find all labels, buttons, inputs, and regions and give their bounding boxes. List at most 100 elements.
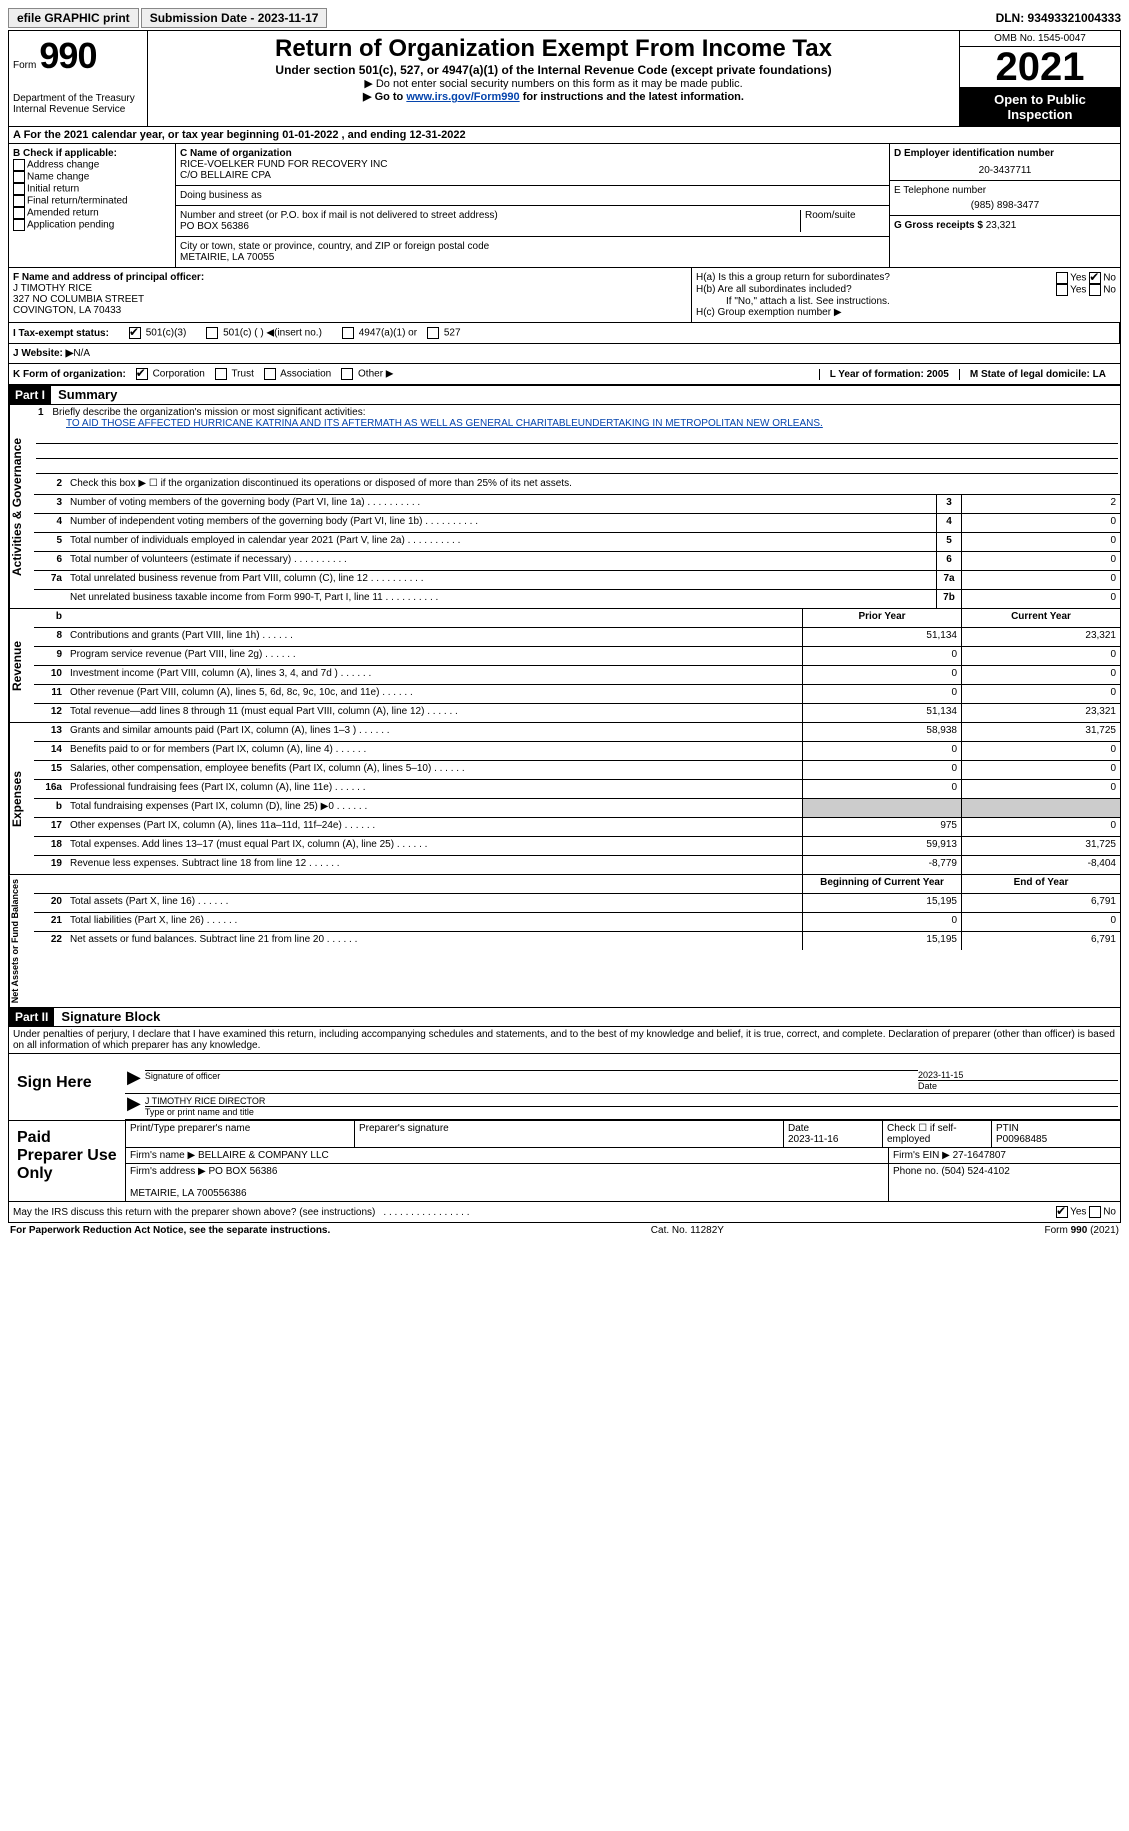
firm-phone: Phone no. (504) 524-4102 (889, 1164, 1120, 1201)
table-row: 6 Total number of volunteers (estimate i… (34, 552, 1120, 571)
line2: Check this box ▶ ☐ if the organization d… (68, 476, 1120, 494)
footer-mid: Cat. No. 11282Y (651, 1225, 724, 1236)
governance-section: Activities & Governance 1 Briefly descri… (9, 405, 1120, 608)
table-row: 7a Total unrelated business revenue from… (34, 571, 1120, 590)
sign-block: Sign Here ▶ Signature of officer 2023-11… (9, 1054, 1120, 1121)
footer-left: For Paperwork Reduction Act Notice, see … (10, 1225, 330, 1236)
form-header: Form 990 Department of the Treasury Inte… (9, 31, 1120, 127)
table-row: 22 Net assets or fund balances. Subtract… (34, 932, 1120, 950)
table-row: 18 Total expenses. Add lines 13–17 (must… (34, 837, 1120, 856)
table-row: 20 Total assets (Part X, line 16) . . . … (34, 894, 1120, 913)
prep-name-label: Print/Type preparer's name (126, 1121, 355, 1147)
cb-501c[interactable] (206, 327, 218, 339)
tab-revenue: Revenue (9, 609, 34, 722)
table-row: 3 Number of voting members of the govern… (34, 495, 1120, 514)
cb-527[interactable] (427, 327, 439, 339)
discuss-no[interactable] (1089, 1206, 1101, 1218)
col-b-checkboxes: B Check if applicable: Address change Na… (9, 144, 176, 267)
cb-address[interactable] (13, 159, 25, 171)
cb-final[interactable] (13, 195, 25, 207)
table-row: 5 Total number of individuals employed i… (34, 533, 1120, 552)
sig-name-label: Type or print name and title (145, 1106, 1118, 1117)
col-de: D Employer identification number 20-3437… (890, 144, 1120, 267)
table-row: 21 Total liabilities (Part X, line 26) .… (34, 913, 1120, 932)
ha-yes[interactable] (1056, 272, 1068, 284)
part1-header: Part I Summary (9, 385, 1120, 405)
ha-no[interactable] (1089, 272, 1101, 284)
form-container: Form 990 Department of the Treasury Inte… (8, 30, 1121, 1223)
i-label: I Tax-exempt status: (13, 328, 109, 339)
mission-text: TO AID THOSE AFFECTED HURRICANE KATRINA … (36, 418, 823, 429)
city-label: City or town, state or province, country… (180, 241, 885, 252)
firm-name: Firm's name ▶ BELLAIRE & COMPANY LLC (126, 1148, 889, 1163)
row-j-website: J Website: ▶ N/A (9, 344, 1120, 364)
form-number: 990 (39, 35, 96, 76)
cb-name[interactable] (13, 171, 25, 183)
tel-val: (985) 898-3477 (894, 200, 1116, 211)
cb-pending[interactable] (13, 219, 25, 231)
row-a-period: A For the 2021 calendar year, or tax yea… (9, 127, 1120, 144)
dln: DLN: 93493321004333 (996, 11, 1121, 25)
firm-addr: Firm's address ▶ PO BOX 56386 METAIRIE, … (126, 1164, 889, 1201)
j-label: J Website: ▶ (13, 348, 73, 359)
hb-note: If "No," attach a list. See instructions… (696, 296, 1116, 307)
hb-no[interactable] (1089, 284, 1101, 296)
tel-label: E Telephone number (894, 185, 1116, 196)
open-public-badge: Open to Public Inspection (960, 88, 1120, 126)
year-box: OMB No. 1545-0047 2021 Open to Public In… (959, 31, 1120, 126)
cb-amended[interactable] (13, 207, 25, 219)
discuss-row: May the IRS discuss this return with the… (9, 1202, 1120, 1222)
cb-assoc[interactable] (264, 368, 276, 380)
part1-title: Summary (58, 387, 117, 402)
preparer-block: Paid Preparer Use Only Print/Type prepar… (9, 1121, 1120, 1202)
row-k-form-org: K Form of organization: Corporation Trus… (9, 364, 1120, 385)
sig-officer-label: Signature of officer (145, 1070, 918, 1081)
hb-yes[interactable] (1056, 284, 1068, 296)
footer-right: Form 990 (2021) (1045, 1225, 1119, 1236)
table-row: 15 Salaries, other compensation, employe… (34, 761, 1120, 780)
city-val: METAIRIE, LA 70055 (180, 252, 885, 263)
part2-title: Signature Block (61, 1009, 160, 1024)
table-row: 10 Investment income (Part VIII, column … (34, 666, 1120, 685)
discuss-yes[interactable] (1056, 1206, 1068, 1218)
cb-4947[interactable] (342, 327, 354, 339)
page-footer: For Paperwork Reduction Act Notice, see … (8, 1223, 1121, 1238)
table-row: Net unrelated business taxable income fr… (34, 590, 1120, 608)
irs-link[interactable]: www.irs.gov/Form990 (406, 91, 519, 103)
m-state: M State of legal domicile: LA (959, 369, 1116, 380)
l-year: L Year of formation: 2005 (819, 369, 959, 380)
form-word: Form (13, 60, 36, 71)
cb-other[interactable] (341, 368, 353, 380)
prep-date: Date 2023-11-16 (784, 1121, 883, 1147)
prep-self: Check ☐ if self-employed (883, 1121, 992, 1147)
cb-corp[interactable] (136, 368, 148, 380)
hdr-begin: Beginning of Current Year (802, 875, 961, 893)
col-b-label: B Check if applicable: (13, 148, 171, 159)
dba-label: Doing business as (176, 186, 889, 206)
cb-initial[interactable] (13, 183, 25, 195)
prep-ptin: PTIN P00968485 (992, 1121, 1120, 1147)
part2-badge: Part II (9, 1008, 54, 1026)
form-id-box: Form 990 Department of the Treasury Inte… (9, 31, 148, 126)
part1-badge: Part I (9, 386, 51, 404)
room-label: Room/suite (801, 210, 885, 232)
cb-501c3[interactable] (129, 327, 141, 339)
prep-sig-label: Preparer's signature (355, 1121, 784, 1147)
table-row: 8 Contributions and grants (Part VIII, l… (34, 628, 1120, 647)
ein-val: 20-3437711 (894, 165, 1116, 176)
tax-year: 2021 (960, 47, 1120, 88)
efile-button[interactable]: efile GRAPHIC print (8, 8, 139, 28)
table-row: 17 Other expenses (Part IX, column (A), … (34, 818, 1120, 837)
col-c-org: C Name of organization RICE-VOELKER FUND… (176, 144, 890, 267)
revenue-section: Revenue bPrior YearCurrent Year 8 Contri… (9, 608, 1120, 722)
table-row: 4 Number of independent voting members o… (34, 514, 1120, 533)
hdr-current: Current Year (961, 609, 1120, 627)
sig-date-label: Date (918, 1080, 1118, 1091)
cb-trust[interactable] (215, 368, 227, 380)
gross-val: 23,321 (986, 220, 1017, 231)
ein-label: D Employer identification number (894, 148, 1116, 159)
table-row: 19 Revenue less expenses. Subtract line … (34, 856, 1120, 874)
addr-val: PO BOX 56386 (180, 221, 796, 232)
col-h-group: H(a) Is this a group return for subordin… (692, 268, 1120, 322)
sig-name: J TIMOTHY RICE DIRECTOR (145, 1096, 1118, 1106)
